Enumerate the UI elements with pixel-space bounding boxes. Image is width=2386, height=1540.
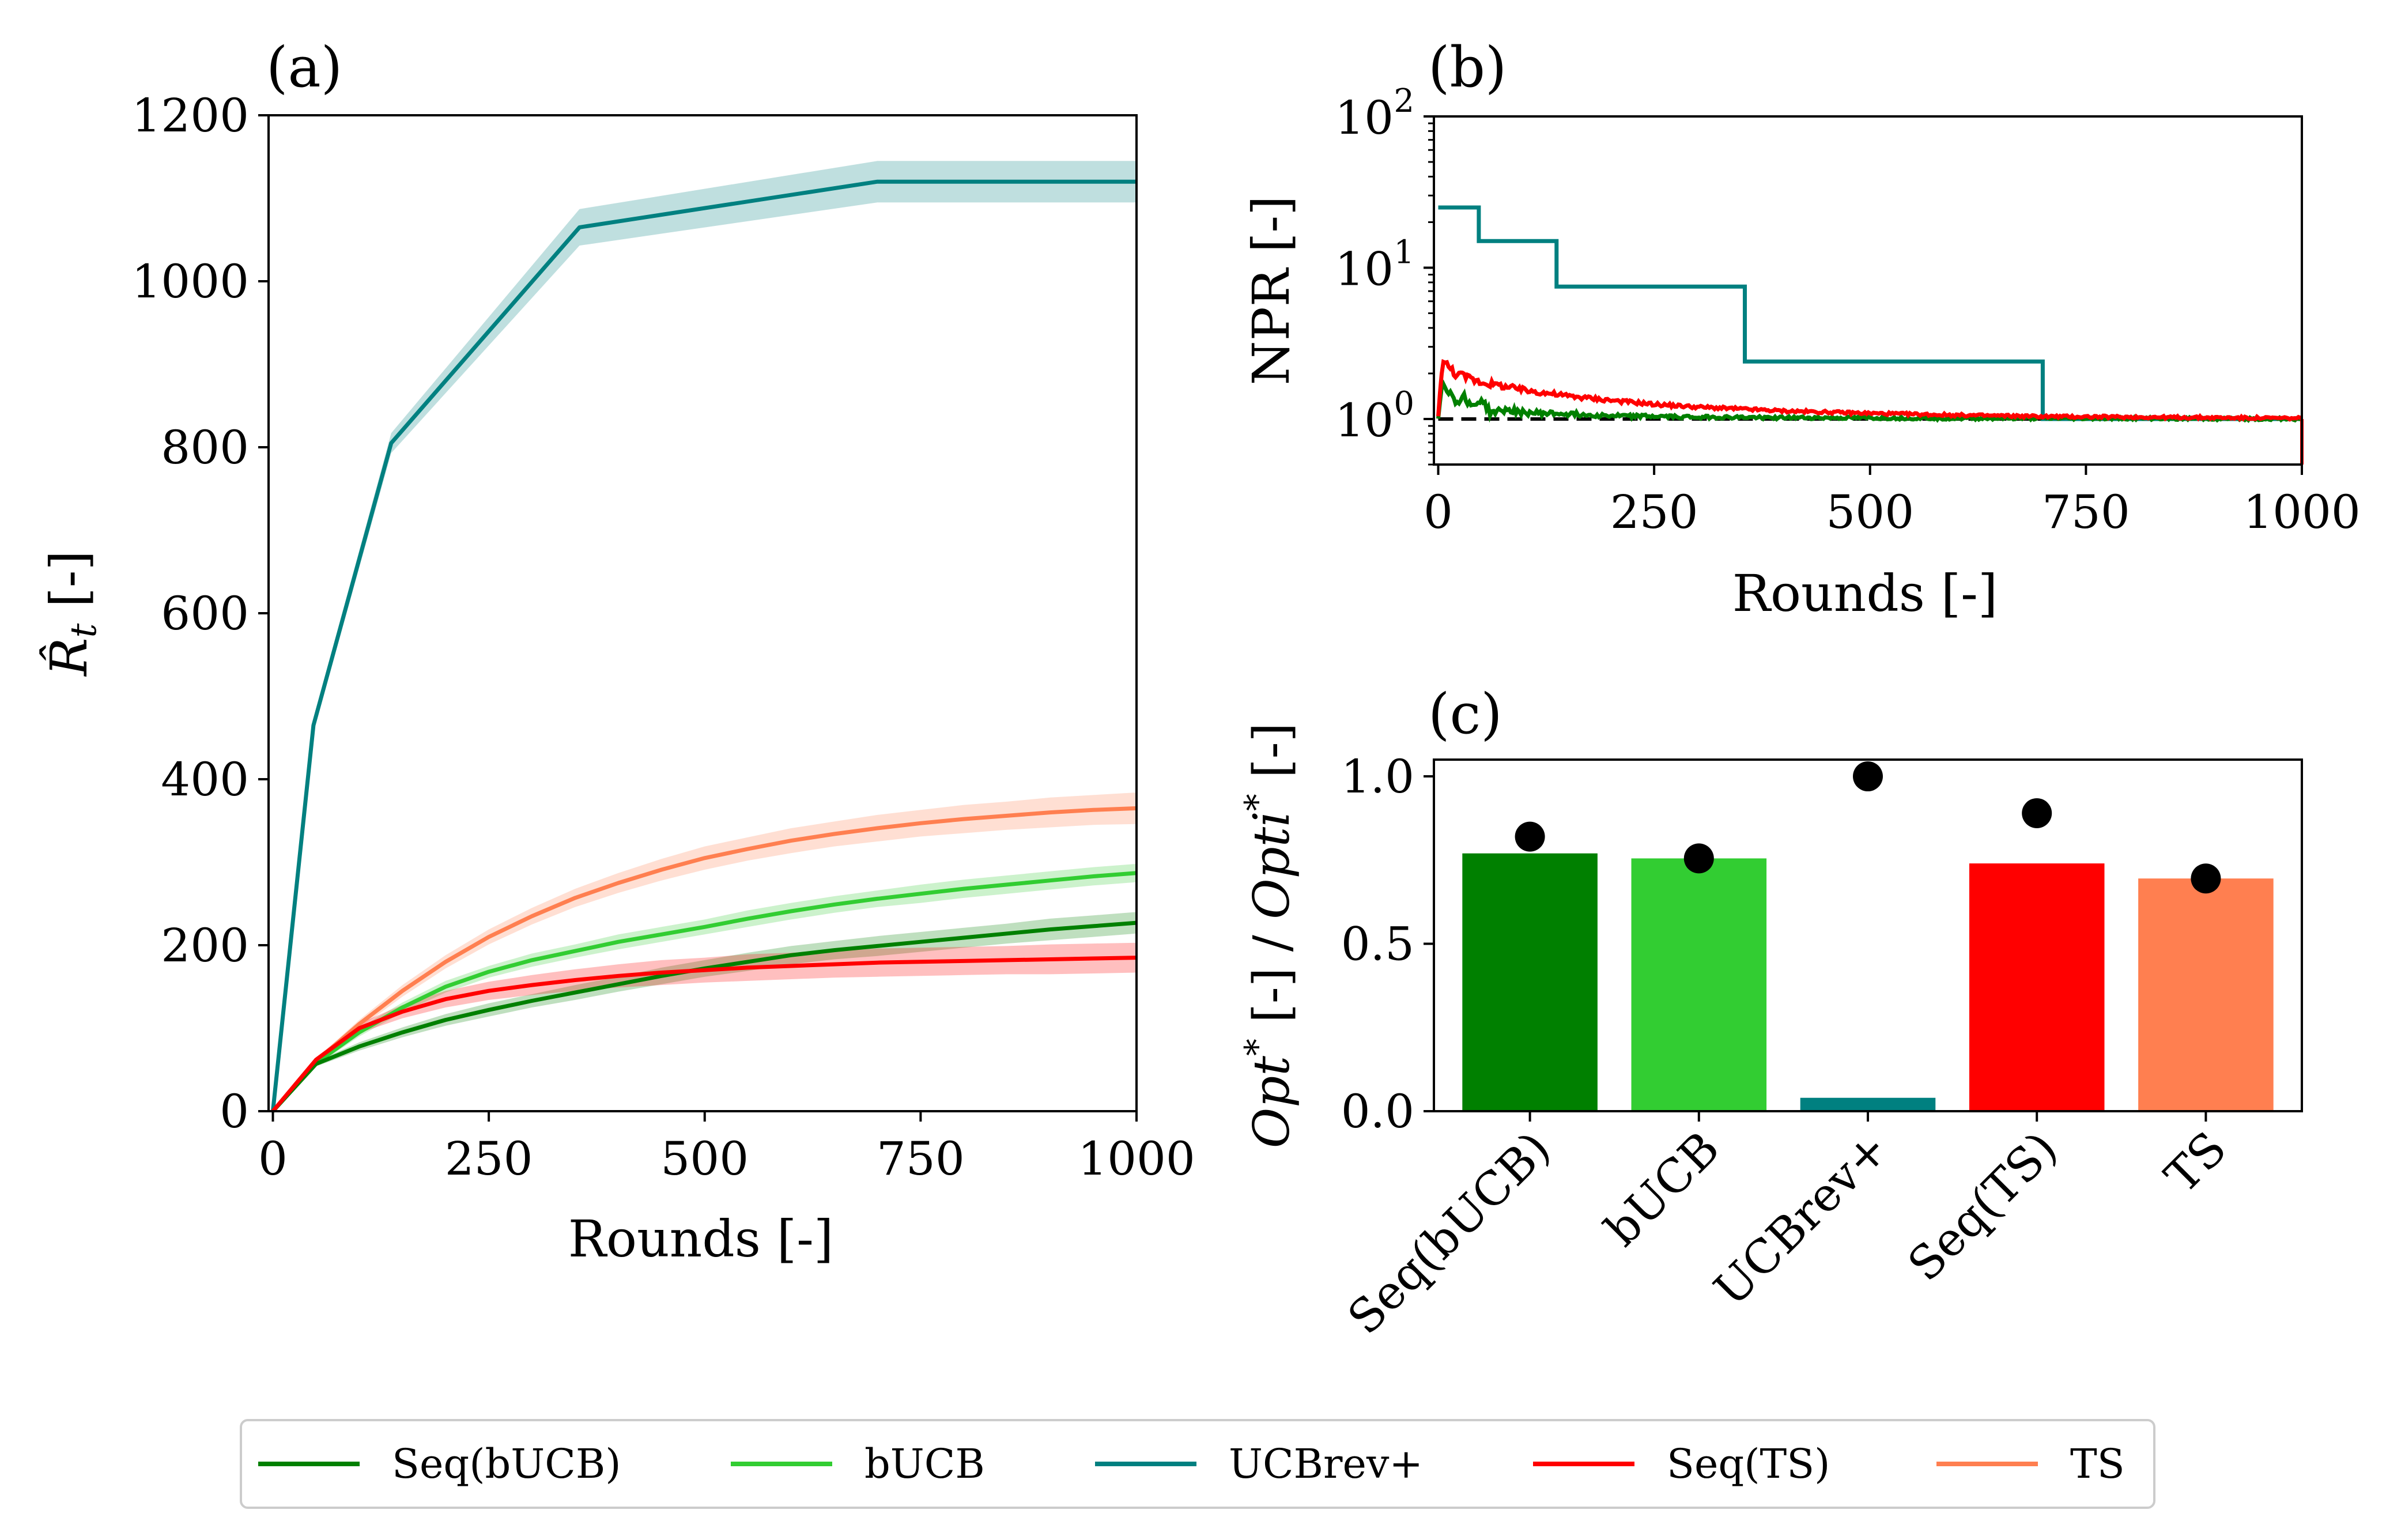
panel-a-y-axis-label: R̂t [-] (39, 550, 104, 677)
x-tick-label: 250 (445, 1132, 533, 1186)
y-tick-label: 800 (161, 421, 249, 474)
bar-seq-bucb (1462, 853, 1598, 1111)
x-tick-label: 1000 (1078, 1132, 1195, 1186)
y-tick-label: 1000 (131, 255, 249, 308)
panel-a-lines (271, 179, 1137, 1113)
legend-label-bucb: bUCB (864, 1440, 985, 1488)
y-tick-label: 1200 (131, 89, 249, 142)
line-ts (271, 806, 1137, 1113)
band-seq-bucb (273, 912, 1137, 1111)
panel-c-y-axis-label: Opt* [-] / Opti* [-] (1237, 723, 1301, 1148)
line-bucb (271, 871, 1137, 1113)
c-ylabel-opti: Opti (1243, 811, 1301, 919)
marker-seq-bucb (1515, 821, 1545, 852)
panel-b-y-axis-label: NPR [-] (1241, 196, 1301, 386)
panel-a-label: (a) (266, 35, 342, 100)
x-tick-label: 500 (1826, 485, 1914, 539)
y-tick-label: 10 (1335, 91, 1394, 145)
y-tick-exponent: 2 (1394, 82, 1414, 120)
legend-label-ts: TS (2070, 1440, 2125, 1488)
legend-label-seq-bucb: Seq(bUCB) (392, 1440, 621, 1488)
y-tick-label: 600 (161, 587, 249, 640)
y-label-unit: [-] (39, 550, 99, 623)
npr-line-ucbrev (1438, 205, 2302, 421)
c-ylabel-end: [-] (1243, 723, 1301, 794)
y-tick-exponent: 0 (1394, 385, 1414, 422)
marker-ts (2191, 863, 2221, 894)
legend-frame (240, 1419, 2155, 1509)
bar-ts (2138, 878, 2274, 1111)
x-tick-label: 750 (877, 1132, 965, 1186)
y-tick-label: 200 (161, 919, 249, 972)
y-tick-label: 1.0 (1341, 750, 1414, 803)
x-tick-label: 0 (258, 1132, 288, 1186)
line-seq-ts (271, 956, 1137, 1113)
y-tick-label: 0.0 (1341, 1085, 1414, 1138)
y-tick-exponent: 1 (1394, 233, 1414, 271)
panel-c-label: (c) (1428, 682, 1502, 746)
bar-bucb (1631, 858, 1767, 1111)
y-tick-label: 0.5 (1341, 918, 1414, 971)
panel-b-label: (b) (1428, 35, 1507, 100)
bar-ucbrev (1800, 1097, 1936, 1111)
x-tick-label: 0 (1424, 485, 1453, 539)
c-ylabel-star2: * (1237, 794, 1278, 811)
panel-c-bars (1462, 853, 2274, 1111)
panel-a-x-axis-label: Rounds [-] (568, 1209, 833, 1269)
y-tick-label: 0 (220, 1085, 249, 1138)
x-tick-label: 500 (660, 1132, 749, 1186)
legend: Seq(bUCB) bUCB UCBrev+ Seq(TS) TS (240, 1419, 2155, 1509)
panel-a: (a) 0 250 500 750 1000 0 200 400 600 800 1000 1200… (39, 35, 1195, 1269)
x-tick-label: 250 (1610, 485, 1698, 539)
c-ylabel-star1: * (1237, 1039, 1278, 1056)
x-tick-label: 750 (2042, 485, 2130, 539)
legend-label-seq-ts: Seq(TS) (1667, 1440, 1830, 1488)
line-ucbrev (271, 179, 1137, 1112)
panel-a-y-ticks: 0 200 400 600 800 1000 1200 (131, 89, 269, 1138)
x-tick-label: 1000 (2243, 485, 2361, 539)
legend-label-ucbrev: UCBrev+ (1229, 1440, 1423, 1488)
panel-c-markers (1515, 761, 2221, 894)
panel-b-x-axis-label: Rounds [-] (1732, 564, 1998, 623)
marker-bucb (1683, 843, 1714, 874)
npr-line-seq-ts (1436, 358, 2302, 422)
y-tick-label: 10 (1335, 394, 1394, 447)
panel-c-y-ticks: 0.0 0.5 1.0 (1341, 750, 1434, 1138)
panel-a-x-ticks: 0 250 500 750 1000 (258, 1111, 1195, 1186)
c-ylabel-mid: [-] / (1243, 919, 1301, 1039)
y-tick-label: 10 (1335, 242, 1394, 296)
bar-seq-ts (1969, 863, 2105, 1111)
c-ylabel-opt: Opt (1243, 1056, 1301, 1149)
band-seq-ts (273, 942, 1137, 1111)
marker-ucbrev (1853, 761, 1883, 792)
y-tick-label: 400 (161, 753, 249, 806)
legend-items: Seq(bUCB) bUCB UCBrev+ Seq(TS) TS (258, 1440, 2125, 1488)
panel-b-x-ticks: 0 250 500 750 1000 (1424, 465, 2361, 539)
y-label-r-hat: R̂ (39, 638, 99, 677)
y-label-subscript: t (62, 624, 104, 638)
marker-seq-ts (2022, 798, 2052, 828)
panel-b-lines (1436, 205, 2304, 465)
